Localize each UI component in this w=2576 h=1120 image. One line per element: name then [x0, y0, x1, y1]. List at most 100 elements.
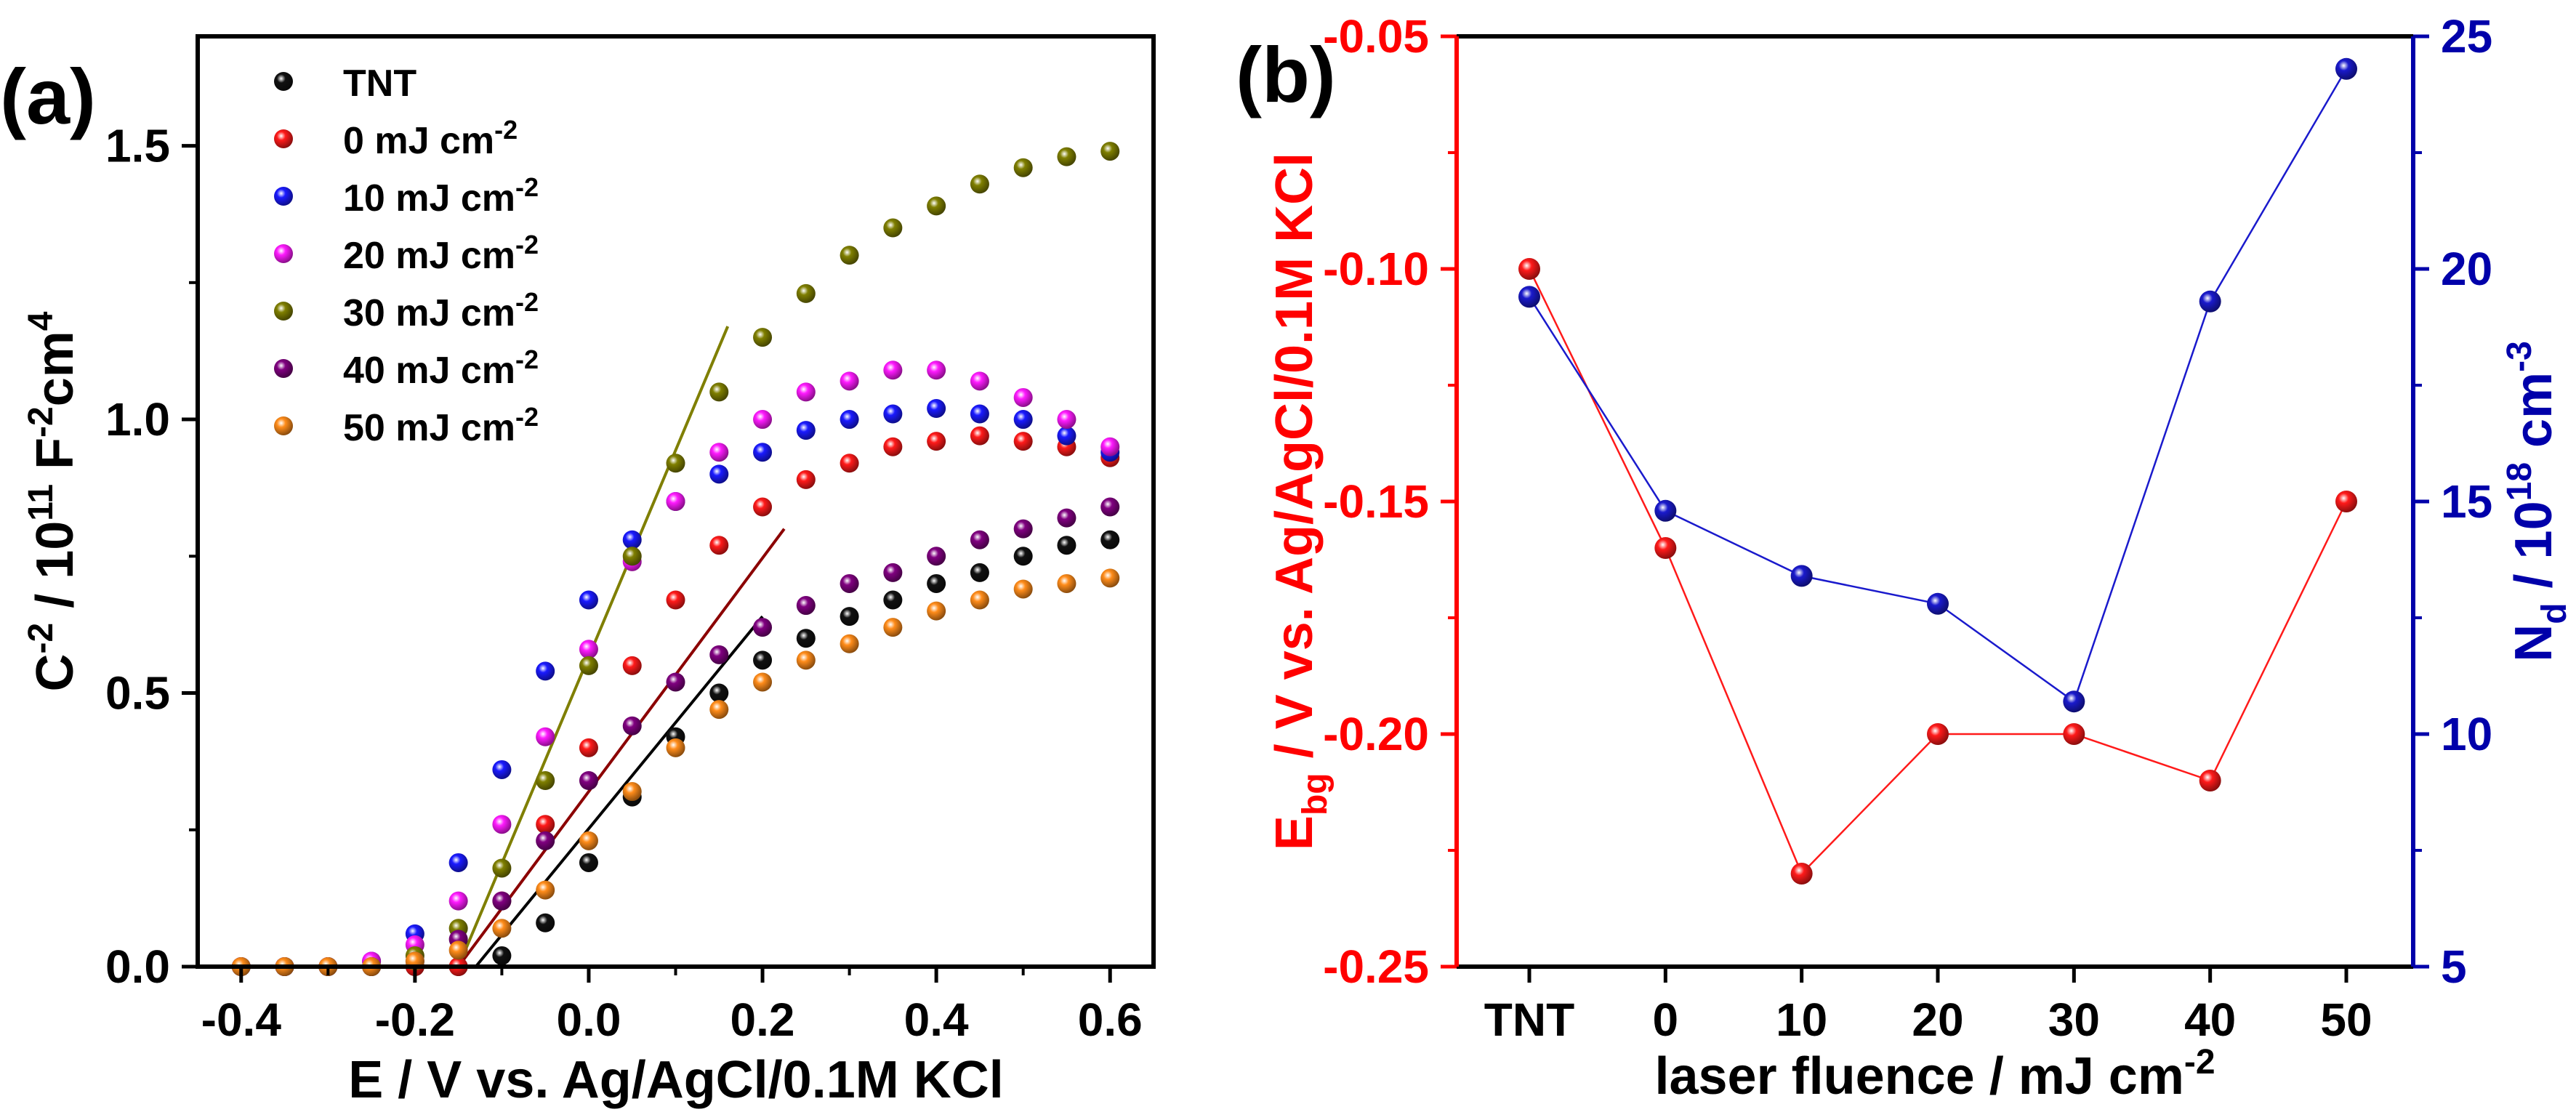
y-tick-label: 0.5 [105, 667, 170, 720]
data-point [492, 919, 512, 938]
data-point [1013, 158, 1033, 177]
data-point [622, 656, 642, 675]
data-point [883, 590, 903, 610]
data-point [666, 454, 685, 473]
data-point [796, 382, 816, 402]
data-point [970, 371, 989, 391]
data-point [448, 853, 468, 872]
data-point [709, 700, 729, 720]
x-tick-label: 0 [1653, 994, 1679, 1046]
data-point [840, 634, 859, 653]
data-point [1057, 536, 1076, 555]
data-point [796, 596, 816, 616]
data-point [883, 404, 903, 424]
x-tick-label: -0.4 [201, 994, 282, 1046]
data-point [840, 573, 859, 593]
data-point [970, 174, 989, 194]
data-point [709, 443, 729, 462]
data-point [448, 891, 468, 911]
data-point [536, 661, 555, 681]
y-tick-label: 1.0 [105, 393, 170, 446]
data-point [927, 601, 946, 621]
data-point [2063, 690, 2085, 713]
data-point [1013, 410, 1033, 430]
data-point [970, 590, 989, 610]
data-point [1518, 286, 1540, 308]
data-point [1654, 499, 1677, 522]
data-point [1518, 258, 1540, 280]
legend-label: 30 mJ cm-2 [343, 287, 539, 334]
fit-line [457, 528, 786, 968]
data-point [927, 196, 946, 216]
data-point [666, 590, 685, 610]
x-tick-label: 10 [1776, 994, 1827, 1046]
data-point [579, 738, 598, 757]
fit-line [474, 615, 764, 968]
data-point [2335, 57, 2357, 80]
panel-b-x-axis-label: laser fluence / mJ cm-2 [1654, 1043, 2215, 1105]
data-point [2199, 770, 2221, 791]
panel-b-points [1518, 57, 2357, 885]
data-point [883, 360, 903, 380]
data-point [536, 880, 555, 900]
data-point [753, 443, 773, 462]
panel-a-x-ticks: -0.4 -0.2 0.0 0.2 0.4 0.6 [201, 967, 1143, 1046]
data-point [1013, 579, 1033, 599]
data-point [2063, 723, 2085, 745]
data-point [753, 410, 773, 430]
panel-b-right-y-axis-label: Nd / 1018 cm-3 [2500, 341, 2574, 662]
x-tick-label: 30 [2048, 994, 2100, 1046]
data-point [1013, 547, 1033, 566]
data-point [1013, 519, 1033, 539]
data-point [927, 547, 946, 566]
right-y-tick-label: 20 [2441, 243, 2492, 295]
data-point [1100, 142, 1120, 161]
data-point [536, 831, 555, 850]
panel-b-left-y-ticks: -0.25 -0.20 -0.15 -0.10 -0.05 [1323, 10, 1457, 993]
legend-label: 40 mJ cm-2 [343, 345, 539, 392]
legend-marker [274, 244, 293, 263]
data-point [796, 629, 816, 648]
data-point [709, 683, 729, 703]
legend-marker [274, 359, 293, 378]
data-point [666, 672, 685, 692]
data-point [579, 656, 598, 675]
panel-b-right-y-ticks: 5 10 15 20 25 [2413, 10, 2492, 993]
data-point [2335, 491, 2357, 512]
data-point [492, 891, 512, 911]
legend-marker [274, 416, 293, 435]
data-point [753, 328, 773, 347]
data-point [1057, 147, 1076, 166]
data-point [970, 530, 989, 549]
panel-a-x-axis-label: E / V vs. Ag/AgCl/0.1M KCl [348, 1051, 1004, 1109]
data-point [1013, 432, 1033, 451]
legend-marker [274, 129, 293, 148]
legend-label: TNT [343, 63, 416, 105]
x-tick-label: 0.4 [904, 994, 969, 1046]
data-point [709, 536, 729, 555]
data-point [840, 371, 859, 391]
data-point [1927, 592, 1949, 615]
data-point [1100, 497, 1120, 517]
data-point [579, 831, 598, 850]
data-point [840, 607, 859, 627]
panel-b-left-y-axis-label: Ebg / V vs. Ag/AgCl/0.1M KCl [1265, 153, 1335, 850]
data-point [796, 421, 816, 440]
data-point [753, 618, 773, 637]
data-point [709, 464, 729, 484]
left-y-tick-label: -0.20 [1323, 708, 1429, 760]
right-y-tick-label: 10 [2441, 708, 2492, 760]
legend-marker [274, 187, 293, 206]
data-point [840, 410, 859, 430]
panel-b-label: (b) [1236, 31, 1336, 118]
left-y-tick-label: -0.05 [1323, 10, 1429, 63]
data-point [970, 563, 989, 582]
data-point [1100, 568, 1120, 588]
x-tick-label: 20 [1912, 994, 1963, 1046]
data-point [927, 399, 946, 418]
data-point [927, 573, 946, 593]
data-point [492, 946, 512, 965]
right-y-tick-label: 5 [2441, 940, 2467, 993]
data-point [753, 650, 773, 670]
